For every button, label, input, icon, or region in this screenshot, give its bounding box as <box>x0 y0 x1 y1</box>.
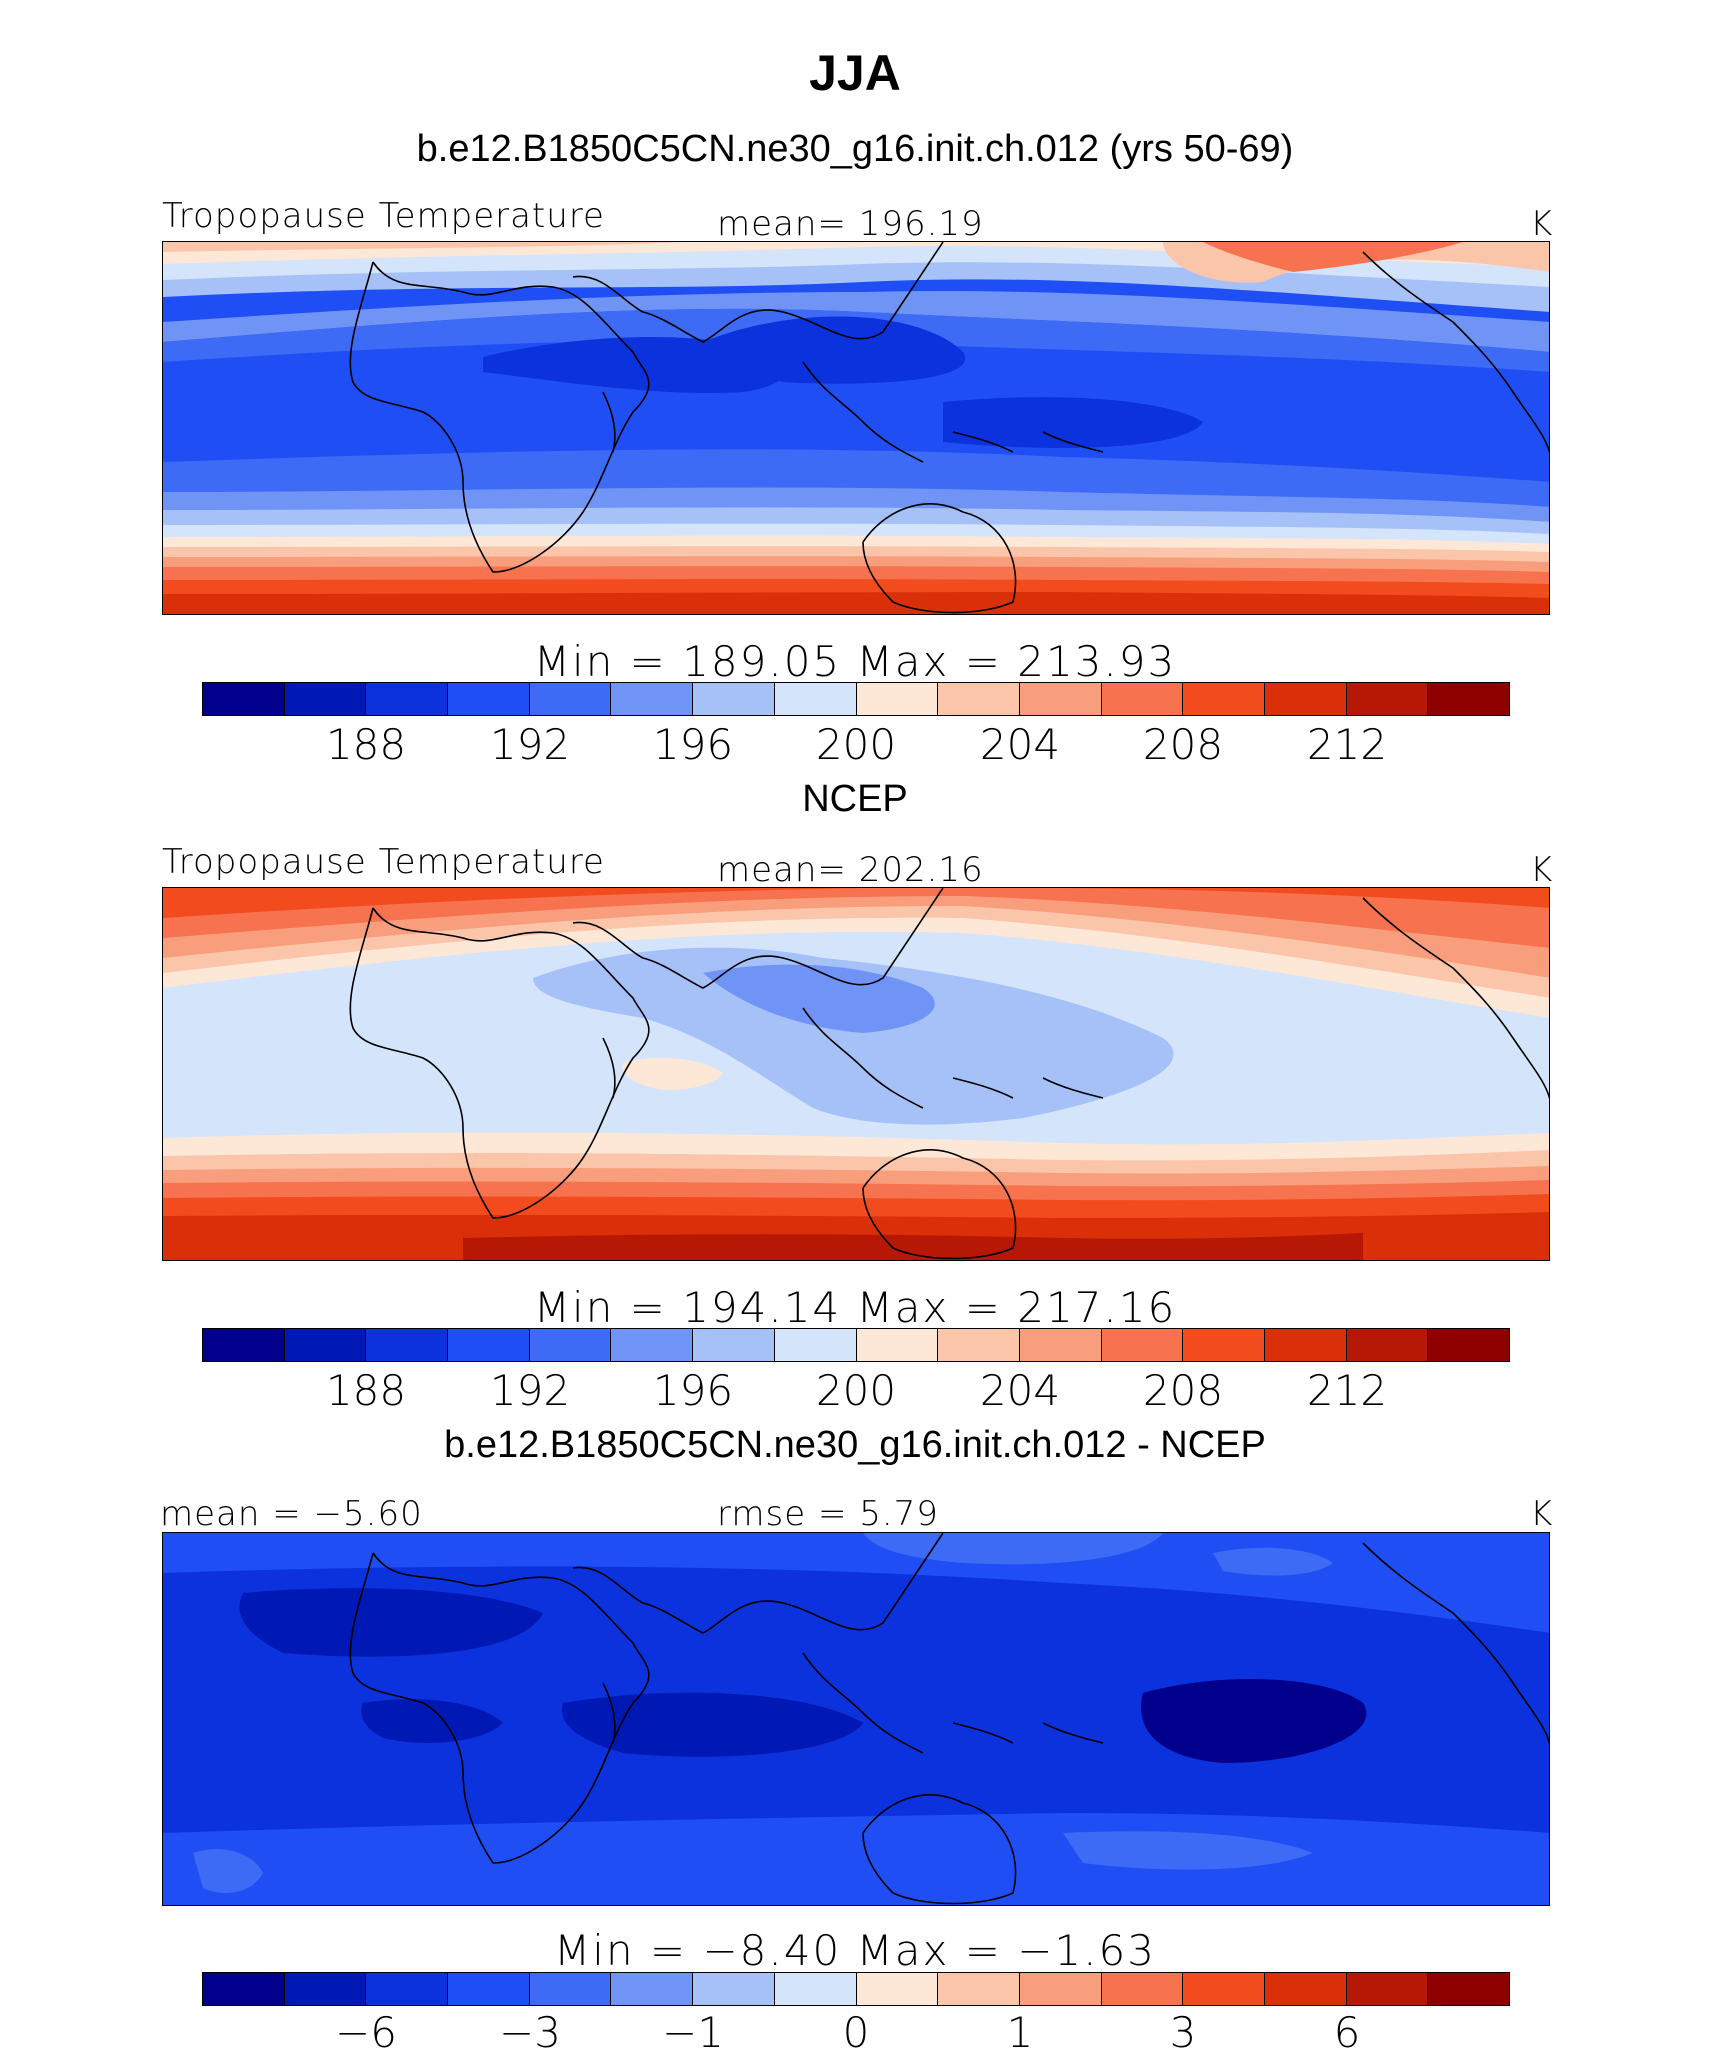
colorbar-swatch <box>1101 683 1184 715</box>
panel-3-mean-label: mean = −5.60 <box>160 1494 423 1534</box>
panel-1-tick: 204 <box>979 720 1061 769</box>
panel-2-tick: 192 <box>489 1366 571 1415</box>
panel-1-map <box>162 241 1550 615</box>
panel-2-colorbar <box>202 1328 1510 1362</box>
colorbar-swatch <box>938 683 1020 715</box>
colorbar-swatch <box>529 683 612 715</box>
colorbar-swatch <box>856 683 939 715</box>
colorbar-swatch <box>938 1973 1020 2005</box>
colorbar-swatch <box>448 1973 530 2005</box>
colorbar-swatch <box>611 1329 694 1361</box>
colorbar-swatch <box>448 683 530 715</box>
colorbar-swatch <box>529 1973 612 2005</box>
colorbar-swatch <box>284 683 367 715</box>
panel-1-units-label: K <box>1530 204 1554 244</box>
colorbar-swatch <box>1264 1973 1347 2005</box>
panel-3-tick: 1 <box>1006 2008 1034 2057</box>
panel-3-tick: −6 <box>335 2008 397 2057</box>
colorbar-swatch <box>693 1329 775 1361</box>
panel-3-tick: −1 <box>662 2008 724 2057</box>
panel-2-min-max: Min = 194.14 Max = 217.16 <box>533 1283 1177 1332</box>
panel-2-tick: 188 <box>325 1366 407 1415</box>
panel-2-units-label: K <box>1530 850 1554 890</box>
panel-3-tick: 3 <box>1169 2008 1197 2057</box>
colorbar-swatch <box>1019 1973 1102 2005</box>
panel-1-tick: 196 <box>652 720 734 769</box>
colorbar-swatch <box>774 1329 857 1361</box>
panel-3-units-label: K <box>1530 1494 1554 1534</box>
colorbar-swatch <box>774 683 857 715</box>
colorbar-swatch <box>693 1973 775 2005</box>
colorbar-swatch <box>611 1973 694 2005</box>
panel-3-tick: 6 <box>1333 2008 1361 2057</box>
panel-2-tick: 204 <box>979 1366 1061 1415</box>
colorbar-swatch <box>1346 683 1429 715</box>
colorbar-swatch <box>611 683 694 715</box>
panel-2-mean-label: mean= 202.16 <box>717 850 984 890</box>
panel-2-tick: 208 <box>1142 1366 1224 1415</box>
colorbar-swatch <box>366 1973 449 2005</box>
colorbar-swatch <box>284 1329 367 1361</box>
panel-1-colorbar <box>202 682 1510 716</box>
colorbar-swatch <box>1183 1973 1265 2005</box>
panel-1-tick: 200 <box>815 720 897 769</box>
colorbar-swatch <box>938 1329 1020 1361</box>
panel-3-tick: 0 <box>842 2008 870 2057</box>
panel-1-min-max: Min = 189.05 Max = 213.93 <box>533 637 1177 686</box>
colorbar-swatch <box>1346 1329 1429 1361</box>
colorbar-swatch <box>1428 683 1509 715</box>
colorbar-swatch <box>774 1973 857 2005</box>
colorbar-swatch <box>203 683 285 715</box>
colorbar-swatch <box>1264 683 1347 715</box>
panel-3-map <box>162 1532 1550 1906</box>
panel-3-tick: −3 <box>499 2008 561 2057</box>
panel-3-colorbar <box>202 1972 1510 2006</box>
season-title: JJA <box>809 45 901 101</box>
panel-3-rmse-label: rmse = 5.79 <box>717 1494 939 1534</box>
colorbar-swatch <box>203 1973 285 2005</box>
panel-1-variable-label: Tropopause Temperature <box>162 196 605 236</box>
colorbar-swatch <box>856 1973 939 2005</box>
colorbar-swatch <box>1264 1329 1347 1361</box>
panel-2-tick: 196 <box>652 1366 734 1415</box>
colorbar-swatch <box>1183 683 1265 715</box>
colorbar-swatch <box>1101 1973 1184 2005</box>
colorbar-swatch <box>284 1973 367 2005</box>
colorbar-swatch <box>203 1329 285 1361</box>
panel-1-tick: 188 <box>325 720 407 769</box>
colorbar-swatch <box>856 1329 939 1361</box>
colorbar-swatch <box>1183 1329 1265 1361</box>
panel-3-min-max: Min = −8.40 Max = −1.63 <box>554 1926 1156 1975</box>
panel-2-tick: 200 <box>815 1366 897 1415</box>
colorbar-swatch <box>1428 1973 1509 2005</box>
panel-1-tick: 192 <box>489 720 571 769</box>
colorbar-swatch <box>1101 1329 1184 1361</box>
colorbar-swatch <box>1346 1973 1429 2005</box>
panel-1-mean-label: mean= 196.19 <box>717 204 984 244</box>
colorbar-swatch <box>1019 683 1102 715</box>
panel-2-map <box>162 887 1550 1261</box>
panel-3-title: b.e12.B1850C5CN.ne30_g16.init.ch.012 - N… <box>444 1424 1266 1466</box>
panel-2-title: NCEP <box>802 778 908 820</box>
colorbar-swatch <box>693 683 775 715</box>
colorbar-swatch <box>1019 1329 1102 1361</box>
colorbar-swatch <box>448 1329 530 1361</box>
colorbar-swatch <box>1428 1329 1509 1361</box>
panel-1-tick: 212 <box>1306 720 1388 769</box>
panel-1-tick: 208 <box>1142 720 1224 769</box>
colorbar-swatch <box>366 683 449 715</box>
case-title: b.e12.B1850C5CN.ne30_g16.init.ch.012 (yr… <box>416 128 1294 170</box>
colorbar-swatch <box>366 1329 449 1361</box>
panel-2-tick: 212 <box>1306 1366 1388 1415</box>
colorbar-swatch <box>529 1329 612 1361</box>
panel-2-variable-label: Tropopause Temperature <box>162 842 605 882</box>
